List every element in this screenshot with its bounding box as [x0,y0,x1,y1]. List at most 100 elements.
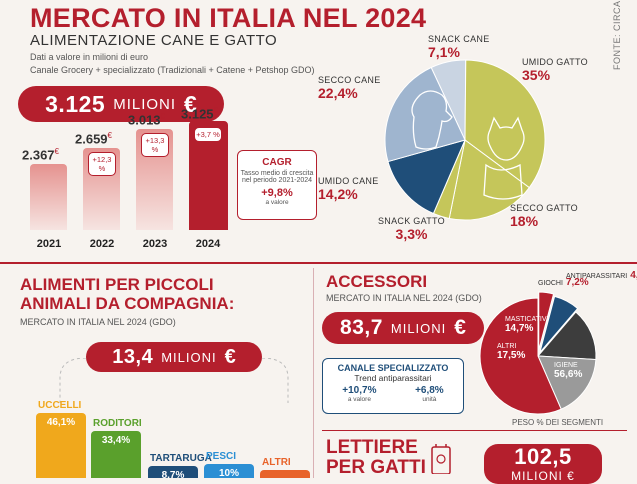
growth-badge: +13,3 % [141,133,169,157]
acc-pie-slice [539,295,579,353]
cagr-sub: a valore [265,199,289,206]
acc-pie-label-name: MASTICATIVI [505,316,549,323]
total-value-pill: 3.125 MILIONI € [18,86,224,122]
source-label: FONTE: CIRCANA [612,0,622,70]
acc-pie-label-name: IGIENE [554,362,578,369]
acc-pie-slice [538,291,555,351]
pet-bar [260,470,310,478]
year-bar-2021 [30,164,67,230]
trend-a-label: a valore [347,396,371,403]
cagr-text-2: nel periodo 2021-2024 [241,177,313,184]
accessories-caption: PESO % DEI SEGMENTI [512,418,604,427]
pet-bar-value: 8,7% [161,470,185,481]
pie-label: UMIDO CANE 14,2% [318,176,379,202]
small-pets-currency: € [224,345,236,368]
accessori-value: 83,7 [340,316,383,339]
canale-box: CANALE SPECIALIZZATO Trend antiparassita… [322,358,464,414]
cagr-title: CAGR [262,157,292,168]
main-pie-slice [387,139,466,215]
total-unit: MILIONI [113,95,177,113]
growth-badge: +12,3 % [88,152,116,176]
pie-label-name: SNACK GATTO [378,216,445,226]
cat-outline-icon [483,116,525,200]
pie-label-value: 14,2% [318,186,358,202]
section-divider [0,262,637,264]
cagr-value: +9,8% [261,187,293,199]
trend-label: Trend antiparassitari [354,373,432,383]
pie-label-value: 22,4% [318,85,358,101]
small-pets-title-1: ALIMENTI PER PICCOLI [20,275,214,294]
acc-pie-slice [536,311,597,361]
pie-label: SECCO GATTO 18% [510,203,578,229]
trend-b-value: +6,8% [415,385,444,396]
data-note: Dati a valore in milioni di euro [30,52,149,62]
accessori-unit: MILIONI [390,320,447,336]
pie-label-value: 3,3% [395,226,428,242]
acc-pie-label: IGIENE 56,6% [554,362,582,380]
pie-label-name: SECCO CANE [318,75,381,85]
pet-category-label: PESCI [206,451,237,462]
vertical-divider [313,268,314,478]
main-pie-slice [464,59,546,189]
channel-note: Canale Grocery + specializzato (Tradizio… [30,65,315,75]
small-pets-subtitle: MERCATO IN ITALIA NEL 2024 (GDO) [20,317,176,327]
acc-pie-label-value: 7,2% [565,277,589,288]
acc-pie-label: MASTICATIVI 14,7% [505,316,548,334]
year-value-label: 3.125€ [181,106,218,122]
total-currency: € [184,90,197,117]
small-pets-value-pill: 13,4 MILIONI € [86,342,262,372]
pet-bar-value: 46,1% [46,417,76,428]
year-value-label: 2.659€ [75,131,112,147]
year-label: 2023 [142,238,168,250]
pie-label: SECCO CANE 22,4% [318,75,381,101]
year-label: 2022 [89,238,115,250]
pie-label-value: 35% [522,67,551,83]
lettiere-value: 102,5 [514,444,572,469]
accessories-pie [479,291,597,415]
year-label: 2021 [36,238,62,250]
main-pie-slice [448,139,530,221]
connector-lines [59,358,289,403]
year-value-label: 2.367€ [22,147,59,163]
pet-bar [91,431,141,478]
trend-a-value: +10,7% [342,385,377,396]
canale-title: CANALE SPECIALIZZATO [337,363,449,373]
page-subtitle: ALIMENTAZIONE CANE E GATTO [30,32,278,49]
pet-bar-value: 10% [218,468,239,479]
accessori-title: ACCESSORI [326,272,428,291]
pet-category-label: RODITORI [93,418,142,429]
acc-pie-label-value: 14,7% [505,323,534,334]
lettiere-divider [322,430,627,431]
litter-bag-icon [431,444,451,474]
acc-pie-slice [479,297,562,415]
lettiere-title-2: PER GATTI [326,457,426,478]
lettiere-title-1: LETTIERE [326,437,418,458]
dog-outline-icon [411,90,453,150]
yearly-bar-chart: 2.367€ 2021 2.659€ +12,3 % 2022 3.013€ +13,3 %… [22,106,237,258]
pet-bar [36,413,86,478]
main-pie-slice [384,66,466,163]
dog-cat-food-pie [384,59,546,221]
lettiere-unit: MILIONI [511,469,563,483]
pie-label-name: SNACK CANE [428,34,490,44]
small-pets-value: 13,4 [112,345,154,368]
pie-label-name: UMIDO CANE [318,176,379,186]
lettiere-value-pill: 102,5 MILIONI € [484,444,602,484]
small-pets-title-2: ANIMALI DA COMPAGNIA: [20,294,235,313]
small-pets-unit: MILIONI [161,349,217,365]
pie-label-value: 18% [510,213,539,229]
accessori-value-pill: 83,7 MILIONI € [322,312,484,344]
pet-category-label: ALTRI [262,457,291,468]
acc-pie-label-value: 17,5% [497,350,526,361]
acc-pie-label: ALTRI 17,5% [497,343,525,361]
small-pets-bar-chart: UCCELLI 46,1% RODITORI 33,4% TARTARUGA 8,7% PE… [36,392,310,481]
pie-label: SNACK GATTO 3,3% [378,216,445,242]
acc-pie-label-name: ALTRI [497,343,517,350]
cagr-text-1: Tasso medio di crescita [240,170,314,177]
cagr-box: CAGR Tasso medio di crescita nel periodo… [237,150,317,220]
year-value-label: 3.013€ [128,112,165,128]
pie-label: SNACK CANE 7,1% [428,34,490,60]
total-value: 3.125 [45,90,106,117]
pie-label-value: 7,1% [428,44,460,60]
